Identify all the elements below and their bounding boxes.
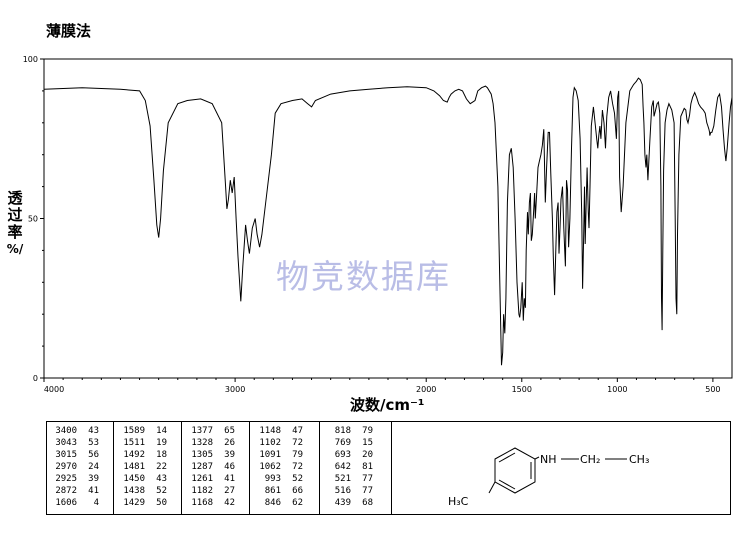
x-tick-label: 2000 [416, 385, 436, 394]
column-divider [319, 422, 320, 514]
peak-row: 1481 22 [123, 462, 167, 472]
peak-column: 3400 43 3043 53 3015 56 2970 24 2925 39 2872 4… [49, 425, 99, 509]
peak-row: 521 77 [334, 474, 373, 484]
peak-column: 1589 14 1511 19 1492 18 1481 22 1450 43 1438 5… [117, 425, 167, 509]
peak-column: 1148 47 1102 72 1091 79 1062 72 993 52 861 66 … [253, 425, 303, 509]
benzene-ring [494, 447, 536, 494]
peak-row: 1305 39 [191, 450, 235, 460]
h3c-label: H₃C [448, 495, 469, 508]
peak-row: 1438 52 [123, 486, 167, 496]
peak-row: 1377 65 [191, 426, 235, 436]
peak-row: 1287 46 [191, 462, 235, 472]
peak-row: 1062 72 [259, 462, 303, 472]
peak-row: 1589 14 [123, 426, 167, 436]
peak-row: 3400 43 [55, 426, 99, 436]
peak-row: 1429 50 [123, 498, 167, 508]
n-bond [534, 456, 540, 460]
x-tick-label: 1500 [512, 385, 532, 394]
y-axis-label-unit: %/ [6, 242, 24, 256]
plot-frame [43, 58, 733, 379]
x-tick-label: 4000 [44, 385, 64, 394]
y-axis-label-char: 率 [7, 223, 23, 241]
peak-row: 1102 72 [259, 438, 303, 448]
peak-row: 769 15 [334, 438, 373, 448]
transmittance-series-line [43, 77, 733, 366]
method-label: 薄膜法 [46, 22, 92, 40]
y-tick-label: 100 [23, 55, 38, 64]
peak-row: 2970 24 [55, 462, 99, 472]
peak-row: 1182 27 [191, 486, 235, 496]
peak-column: 1377 65 1328 26 1305 39 1287 46 1261 41 1182 2… [185, 425, 235, 509]
y-axis-label: 透 过 率 %/ [4, 190, 26, 258]
peak-column: 818 79 769 15 693 20 642 81 521 77 516 77 439 6… [323, 425, 373, 509]
y-tick-label: 50 [28, 215, 38, 224]
column-divider [113, 422, 114, 514]
peak-row: 1091 79 [259, 450, 303, 460]
ch3-label: CH₃ [629, 453, 649, 466]
molecular-structure: NH CH₂ CH₃ H₃C [448, 447, 649, 508]
methyl-bond [488, 481, 496, 494]
ir-spectrum-chart: 4000 3000 2000 1500 1000 500 0 50 100 [23, 55, 733, 394]
y-axis-ticks: 0 50 100 [23, 55, 44, 383]
watermark: 物竞数据库 [276, 257, 451, 296]
peak-row: 846 62 [264, 498, 303, 508]
x-axis-label: 波数/cm⁻¹ [350, 396, 425, 414]
y-axis-label-char: 透 [7, 189, 23, 207]
peak-row: 861 66 [264, 486, 303, 496]
peak-table: 3400 43 3043 53 3015 56 2970 24 2925 39 2872 4… [46, 421, 731, 515]
peak-row: 1261 41 [191, 474, 235, 484]
peak-row: 3015 56 [55, 450, 99, 460]
x-tick-label: 3000 [225, 385, 245, 394]
nh-label: NH [540, 453, 557, 466]
x-tick-label: 1000 [607, 385, 627, 394]
y-axis-label-char: 过 [7, 206, 23, 224]
peak-row: 1511 19 [123, 438, 167, 448]
peak-row: 642 81 [334, 462, 373, 472]
column-divider [391, 422, 392, 514]
peak-row: 2872 41 [55, 486, 99, 496]
peak-row: 1450 43 [123, 474, 167, 484]
x-axis-ticks: 4000 3000 2000 1500 1000 500 [43, 378, 721, 394]
peak-row: 1168 42 [191, 498, 235, 508]
peak-row: 516 77 [334, 486, 373, 496]
peak-row: 2925 39 [55, 474, 99, 484]
column-divider [181, 422, 182, 514]
ch2-label: CH₂ [580, 453, 600, 466]
peak-row: 818 79 [334, 426, 373, 436]
peak-row: 439 68 [334, 498, 373, 508]
peak-row: 1328 26 [191, 438, 235, 448]
peak-row: 3043 53 [55, 438, 99, 448]
peak-row: 1148 47 [259, 426, 303, 436]
column-divider [249, 422, 250, 514]
y-tick-label: 0 [33, 374, 38, 383]
peak-row: 1606 4 [55, 498, 99, 508]
peak-row: 693 20 [334, 450, 373, 460]
x-tick-label: 500 [705, 385, 720, 394]
peak-row: 993 52 [264, 474, 303, 484]
peak-row: 1492 18 [123, 450, 167, 460]
